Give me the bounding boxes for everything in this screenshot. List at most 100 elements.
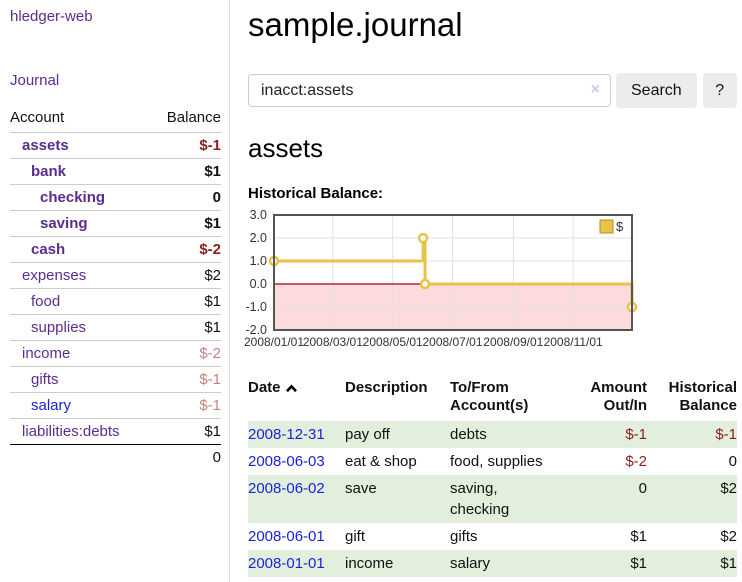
account-balance: $-2 [151,340,221,367]
account-link[interactable]: checking [40,189,106,206]
y-tick-label: 2.0 [250,231,267,245]
account-name-cell: food [10,288,152,315]
account-link[interactable]: supplies [31,319,87,336]
transaction-amount: $-2 [625,453,647,470]
account-balance: $-2 [151,236,221,263]
transaction-description: income [345,555,394,572]
account-row: liabilities:debts $1 [10,418,221,445]
account-name-cell: income [10,340,152,367]
account-name-cell: salary [10,392,152,419]
search-button[interactable]: Search [616,73,697,108]
account-row: checking 0 [10,184,221,211]
accounts-header-account: Account [10,109,65,126]
account-name-cell: bank [10,158,152,185]
col-description[interactable]: Description [345,379,428,396]
search-field-wrap: × [248,74,611,107]
accounts-header-balance: Balance [166,109,221,126]
transaction-date-link[interactable]: 2008-06-02 [248,480,325,497]
account-link[interactable]: bank [31,163,67,180]
col-balance[interactable]: Historical Balance [668,379,737,414]
transaction-date-cell: 2008-06-02 [248,475,345,523]
transaction-row[interactable]: 2008-12-31 pay off debts $-1 $-1 [248,421,737,448]
transaction-balance: $2 [720,480,737,497]
transaction-accounts: salary [450,555,491,572]
transaction-row[interactable]: 2008-06-02 save saving, checking 0 $2 [248,475,737,523]
transaction-date-cell: 2008-12-31 [248,421,345,448]
transaction-row[interactable]: 2008-06-03 eat & shop food, supplies $-2 0 [248,448,737,475]
legend-swatch [599,219,614,234]
y-tick-label: 0.0 [250,277,267,291]
account-row: supplies $1 [10,314,221,341]
y-tick-label: 3.0 [250,210,267,222]
account-row: assets $-1 [10,132,221,159]
account-link[interactable]: saving [40,215,88,232]
transaction-balance: $-1 [715,426,737,443]
search-input[interactable] [248,74,611,107]
transaction-date-link[interactable]: 2008-06-03 [248,453,325,470]
col-accounts[interactable]: To/From Account(s) [450,379,529,414]
account-name-cell: gifts [10,366,152,393]
account-name-cell: expenses [10,262,152,289]
account-balance: $2 [151,262,221,289]
account-link[interactable]: assets [22,137,69,154]
transaction-date-link[interactable]: 2008-06-01 [248,528,325,545]
transaction-row[interactable]: 2008-06-01 gift gifts $1 $2 [248,523,737,550]
transaction-accounts: saving, checking [450,480,510,518]
account-balance: $1 [151,314,221,341]
account-name-cell: assets [10,132,152,159]
help-button[interactable]: ? [702,73,737,108]
x-tick-label: 2008/09/01 [483,335,543,349]
transaction-amount: $1 [630,555,647,572]
app-title-link[interactable]: hledger-web [10,8,93,25]
nav-journal: Journal [10,72,221,89]
x-tick-label: 2008/11/01 [544,335,603,349]
transaction-date-cell: 2008-06-01 [248,523,345,550]
chart-title: Historical Balance: [248,185,384,202]
transactions-table: Date Description To/From Account(s) Amou… [248,379,737,577]
sidebar: hledger-web Journal Account Balance asse… [0,0,230,582]
account-name-cell: cash [10,236,152,263]
account-link[interactable]: cash [31,241,66,258]
transaction-date-link[interactable]: 2008-01-01 [248,555,325,572]
account-balance: $-1 [151,132,221,159]
col-date[interactable]: Date [248,379,345,421]
data-point-marker [419,278,431,290]
accounts-header-row: Account Balance [10,106,221,133]
account-row: saving $1 [10,210,221,237]
account-balance: $1 [151,158,221,185]
legend-label: $ [616,219,624,234]
journal-link[interactable]: Journal [10,72,60,89]
account-link[interactable]: income [22,345,71,362]
transaction-amount: $1 [630,528,647,545]
main-content: sample.journal × Search ? assets Histori… [244,0,737,577]
account-link[interactable]: expenses [22,267,87,284]
accounts-table: Account Balance assets $-1 bank $1 checking 0… [10,106,221,470]
transaction-date-link[interactable]: 2008-12-31 [248,426,325,443]
transaction-amount: 0 [638,480,647,497]
account-row: expenses $2 [10,262,221,289]
accounts-total-row: 0 [10,444,221,470]
account-link[interactable]: liabilities:debts [22,423,120,440]
page-title: sample.journal [248,6,463,43]
historical-balance-chart: 3.0 2.0 1.0 0.0 -1.0 -2.0 2008/01/01 2008/03/01… [242,208,737,356]
x-tick-label: 2008/01/01 [244,335,304,349]
chart-canvas: 3.0 2.0 1.0 0.0 -1.0 -2.02008/01/012008/03/01… [244,208,638,349]
account-row: gifts $-1 [10,366,221,393]
account-row: income $-2 [10,340,221,367]
account-link[interactable]: gifts [31,371,59,388]
col-amount[interactable]: Amount Out/In [590,379,647,414]
transaction-accounts: gifts [450,528,478,545]
x-tick-label: 2008/03/01 [303,335,363,349]
clear-search-icon[interactable]: × [590,81,600,98]
transaction-date-cell: 2008-01-01 [248,550,345,577]
account-link[interactable]: salary [31,397,72,414]
x-tick-label: 2008/05/01 [363,335,423,349]
transaction-row[interactable]: 2008-01-01 income salary $1 $1 [248,550,737,577]
account-name-cell: liabilities:debts [10,418,152,445]
x-tick-label: 2008/07/01 [422,335,482,349]
transaction-accounts: food, supplies [450,453,543,470]
account-link[interactable]: food [31,293,61,310]
account-balance: $1 [151,288,221,315]
transaction-amount: $-1 [625,426,647,443]
account-balance: $1 [151,418,221,445]
